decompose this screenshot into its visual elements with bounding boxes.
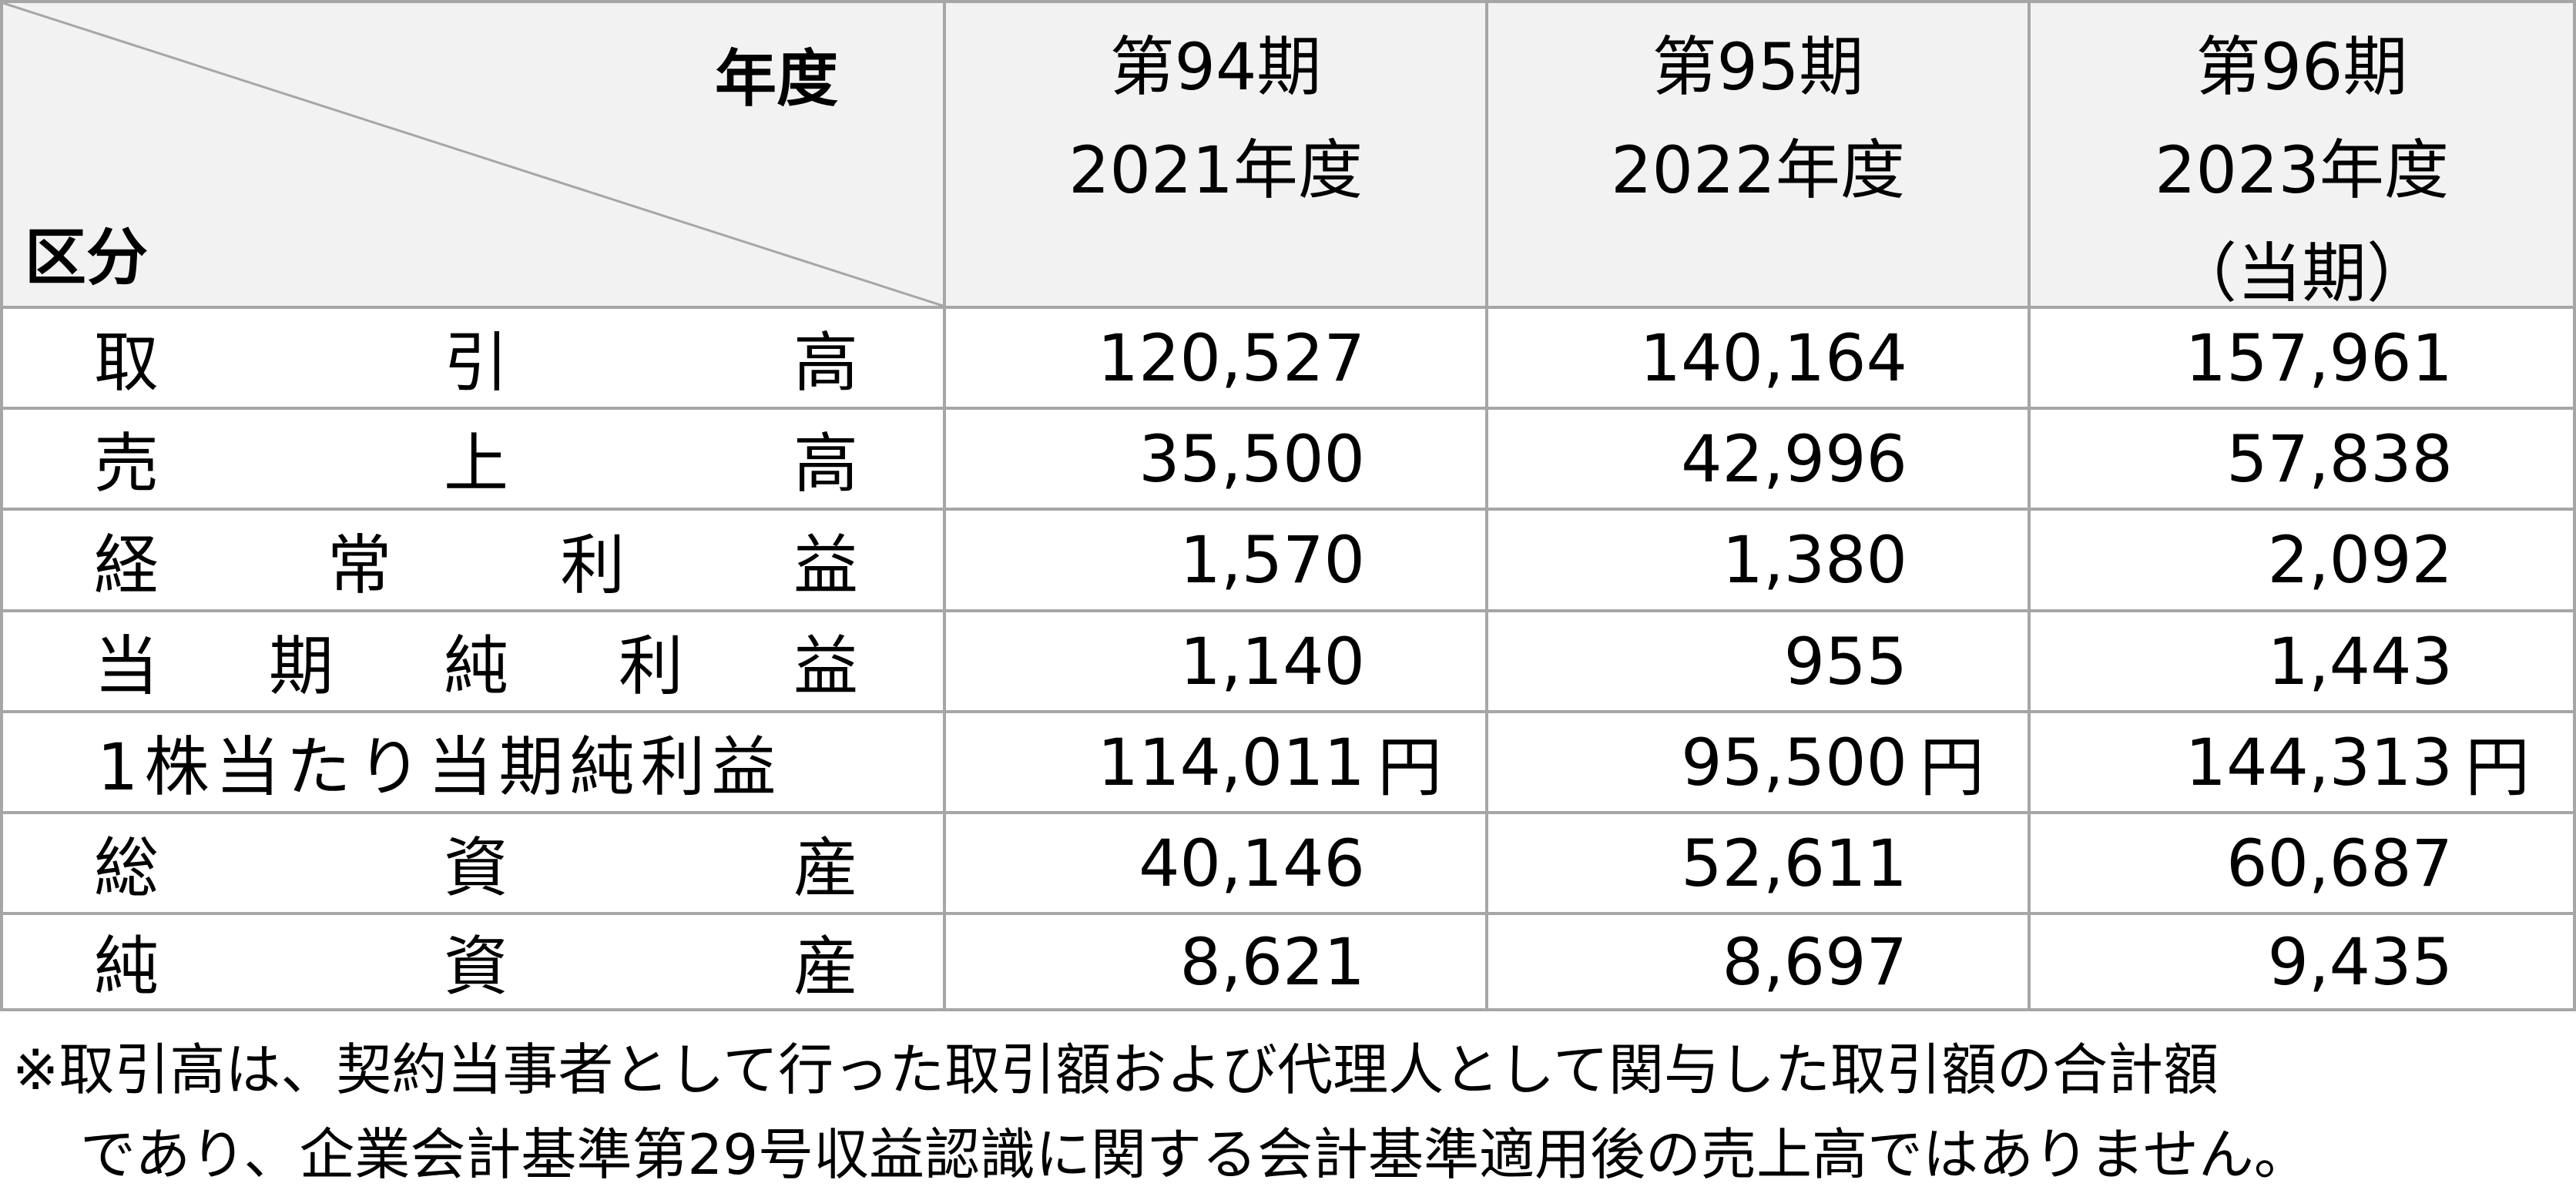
value: 95,500 xyxy=(1681,724,1907,800)
label-char: 経 xyxy=(94,527,159,603)
value: 120,527 xyxy=(1097,320,1365,396)
value: 57,838 xyxy=(2226,421,2453,497)
value: 60,687 xyxy=(2226,825,2453,901)
value: 1,443 xyxy=(2267,623,2453,699)
category-header-label: 区分 xyxy=(25,222,148,293)
label-char: 産 xyxy=(793,929,858,1004)
value-cell: 42,996 xyxy=(1485,407,2028,508)
label-char: 資 xyxy=(443,830,508,906)
column-header-fy2022: 第95期 2022年度 xyxy=(1485,0,2028,306)
value: 114,011 xyxy=(1097,724,1365,800)
fiscal-year-label: 2021年度 xyxy=(1068,132,1363,208)
row-label-text: 1株当たり当期純利益 xyxy=(97,729,783,805)
value-cell: 95,500 円 xyxy=(1485,710,2028,811)
value: 35,500 xyxy=(1139,421,1365,497)
current-period-note: （当期） xyxy=(2172,236,2431,311)
value: 2,092 xyxy=(2267,522,2453,598)
label-char: 益 xyxy=(793,629,858,704)
label-char: 高 xyxy=(793,325,858,401)
value-cell: 120,527 xyxy=(943,306,1485,407)
value-cell: 52,611 xyxy=(1485,811,2028,912)
label-char: 純 xyxy=(443,629,508,704)
column-header-fy2023: 第96期 2023年度 （当期） xyxy=(2028,0,2576,311)
value-cell: 114,011 円 xyxy=(943,710,1485,811)
label-char: 利 xyxy=(618,629,683,704)
yen-unit: 円 xyxy=(1377,729,1442,805)
value-cell: 1,570 xyxy=(943,508,1485,609)
value: 8,621 xyxy=(1179,924,1365,1000)
label-char: 資 xyxy=(443,929,508,1004)
financial-summary-table: 年度 区分 第94期 2021年度 第95期 2022年度 第96期 2023年… xyxy=(0,0,2576,1011)
value-cell: 157,961 xyxy=(2028,306,2576,407)
diagonal-divider xyxy=(3,3,943,306)
column-header-fy2021: 第94期 2021年度 xyxy=(943,0,1485,306)
label-char: 益 xyxy=(793,527,858,603)
value-cell: 40,146 xyxy=(943,811,1485,912)
label-char: 常 xyxy=(327,527,392,603)
row-label-net-sales: 売 上 高 xyxy=(0,407,943,508)
value: 40,146 xyxy=(1139,825,1365,901)
value-cell: 35,500 xyxy=(943,407,1485,508)
period-label: 第94期 xyxy=(1109,29,1322,105)
period-label: 第96期 xyxy=(2195,29,2408,105)
value-cell: 1,443 xyxy=(2028,609,2576,710)
value: 1,140 xyxy=(1179,623,1365,699)
label-char: 上 xyxy=(443,426,508,501)
label-char: 利 xyxy=(560,527,626,603)
label-char: 純 xyxy=(94,929,159,1004)
row-label-ordinary-profit: 経 常 利 益 xyxy=(0,508,943,609)
row-label-net-income: 当 期 純 利 益 xyxy=(0,609,943,710)
value: 42,996 xyxy=(1681,421,1907,497)
value-cell: 1,380 xyxy=(1485,508,2028,609)
yen-unit: 円 xyxy=(1919,729,1984,805)
value: 1,380 xyxy=(1722,522,1907,598)
value-cell: 1,140 xyxy=(943,609,1485,710)
value-cell: 60,687 xyxy=(2028,811,2576,912)
value-cell: 9,435 xyxy=(2028,912,2576,1011)
value-cell: 8,621 xyxy=(943,912,1485,1011)
label-char: 取 xyxy=(94,325,159,401)
fiscal-year-label: 2022年度 xyxy=(1611,132,1905,208)
row-label-transaction-volume: 取 引 高 xyxy=(0,306,943,407)
footnote-line-1: ※取引高は、契約当事者として行った取引額および代理人として関与した取引額の合計額 xyxy=(12,1037,2219,1102)
row-label-total-assets: 総 資 産 xyxy=(0,811,943,912)
value: 52,611 xyxy=(1681,825,1907,901)
year-header-label: 年度 xyxy=(715,43,838,115)
label-char: 高 xyxy=(793,426,858,501)
value: 1,570 xyxy=(1179,522,1365,598)
yen-unit: 円 xyxy=(2464,729,2530,805)
value-cell: 2,092 xyxy=(2028,508,2576,609)
value-cell: 955 xyxy=(1485,609,2028,710)
label-char: 期 xyxy=(268,629,334,704)
value: 140,164 xyxy=(1639,320,1907,396)
row-label-eps: 1株当たり当期純利益 xyxy=(0,710,943,811)
value-cell: 8,697 xyxy=(1485,912,2028,1011)
footnote-line-2: であり、企業会計基準第29号収益認識に関する会計基準適用後の売上高ではありません… xyxy=(80,1122,2309,1187)
table-corner-header: 年度 区分 xyxy=(0,0,943,306)
label-char: 産 xyxy=(793,830,858,906)
value: 157,961 xyxy=(2185,320,2453,396)
value-cell: 144,313 円 xyxy=(2028,710,2576,811)
value: 955 xyxy=(1783,623,1907,699)
label-char: 売 xyxy=(94,426,159,501)
period-label: 第95期 xyxy=(1652,29,1864,105)
row-label-net-assets: 純 資 産 xyxy=(0,912,943,1011)
value: 9,435 xyxy=(2267,924,2453,1000)
fiscal-year-label: 2023年度 xyxy=(2155,132,2449,208)
label-char: 総 xyxy=(94,830,159,906)
value-cell: 57,838 xyxy=(2028,407,2576,508)
value: 8,697 xyxy=(1722,924,1907,1000)
label-char: 引 xyxy=(443,325,508,401)
label-char: 当 xyxy=(94,629,159,704)
value: 144,313 xyxy=(2185,724,2453,800)
value-cell: 140,164 xyxy=(1485,306,2028,407)
